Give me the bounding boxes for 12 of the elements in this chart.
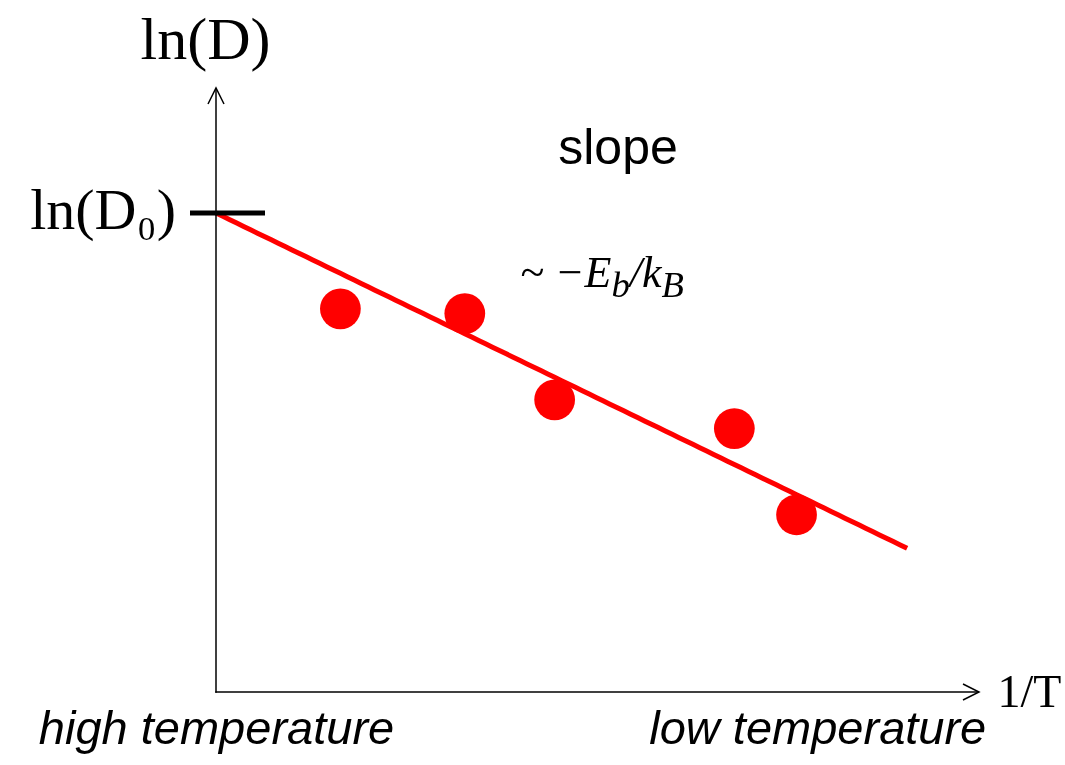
point — [776, 494, 817, 536]
x-axis-title: 1/T — [997, 665, 1062, 717]
point — [713, 408, 755, 449]
point — [320, 288, 361, 330]
y-axis-title: ln(D) — [140, 5, 271, 72]
text: ln(D₀) — [30, 177, 176, 242]
point — [534, 379, 576, 421]
annotation: ~ −E$_{b}$/k$_{B}$ — [520, 247, 684, 305]
text: slope — [558, 119, 678, 175]
point — [444, 293, 486, 334]
x-tick-label: low temperature — [649, 700, 987, 754]
x-tick-label: high temperature — [38, 700, 395, 754]
